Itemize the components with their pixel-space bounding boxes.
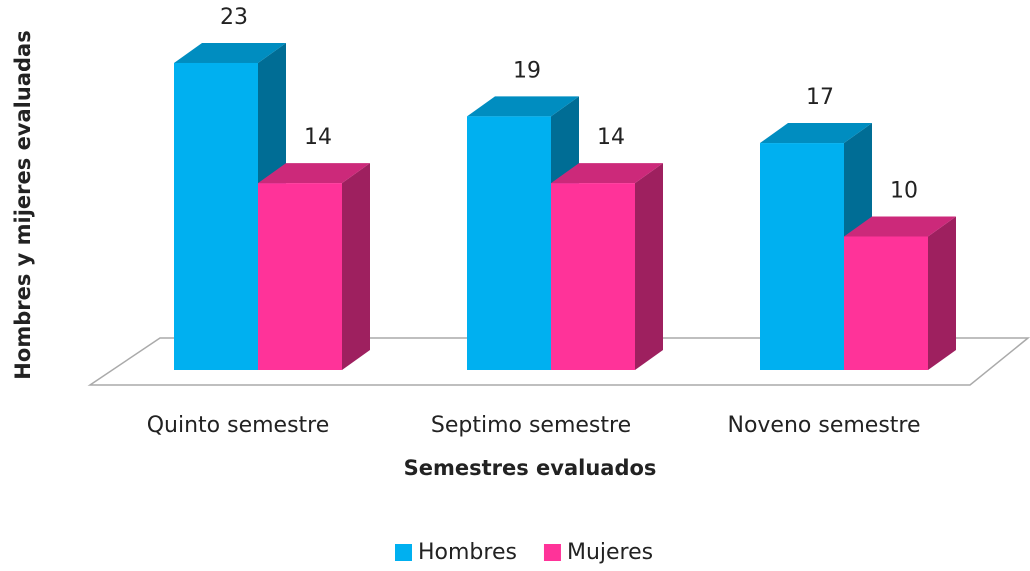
x-tick-label: Quinto semestre [147,413,330,438]
bar-top [551,163,663,184]
bar [258,183,342,370]
bar-top [258,163,370,184]
bar-top [174,42,286,63]
legend-swatch [395,544,412,561]
data-label: 14 [597,125,625,150]
bar [467,116,551,370]
legend-label: Hombres [418,540,517,565]
bar [174,62,258,370]
legend-label: Mujeres [567,540,653,565]
legend: Hombres Mujeres [395,540,653,565]
bar [551,183,635,370]
bar-top [760,123,872,144]
bar-top [844,216,956,237]
x-tick-label: Septimo semestre [431,413,631,438]
bar-side [342,163,370,370]
data-label: 14 [304,125,332,150]
legend-swatch [543,544,561,561]
bar-side [635,163,663,370]
data-label: 10 [890,179,918,204]
x-axis-title: Semestres evaluados [404,456,657,480]
bar [760,143,844,370]
bar-top [467,96,579,117]
data-label: 19 [513,58,541,83]
data-label: 17 [806,85,834,110]
x-tick-label: Noveno semestre [727,413,920,438]
data-label: 23 [220,5,248,30]
y-axis-title: Hombres y mijeres evaluadas [11,30,35,379]
bar-side [928,216,956,370]
bar [844,236,928,370]
